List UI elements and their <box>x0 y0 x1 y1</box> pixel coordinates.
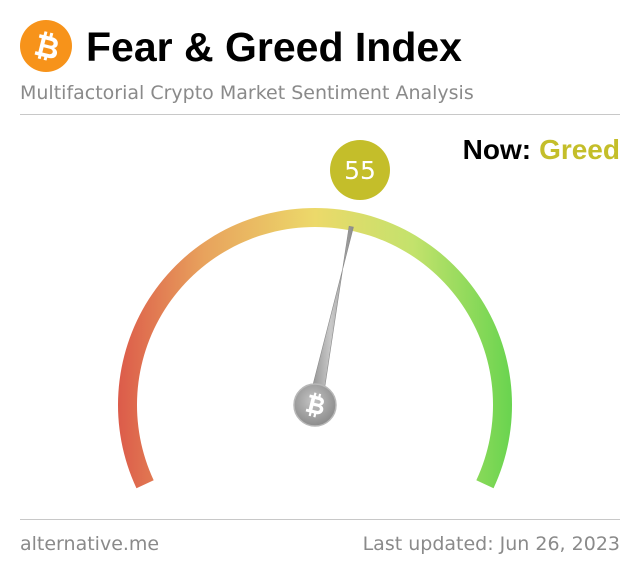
gauge-hub <box>293 383 337 427</box>
gauge-needle <box>307 225 354 407</box>
now-label: Now: <box>462 134 532 165</box>
bitcoin-logo-icon <box>20 20 72 72</box>
value-badge: 55 <box>330 140 390 200</box>
fear-greed-gauge: 55 <box>118 140 513 489</box>
page-subtitle: Multifactorial Crypto Market Sentiment A… <box>20 82 474 104</box>
source-link[interactable]: alternative.me <box>20 533 160 555</box>
header: Fear & Greed Index Multifactorial Crypto… <box>20 18 620 118</box>
gauge-value: 55 <box>344 156 376 185</box>
current-sentiment: Now: Greed <box>463 132 620 168</box>
footer-divider <box>20 519 620 520</box>
sentiment-classification: Greed <box>539 134 620 165</box>
header-divider <box>20 114 620 115</box>
gauge-arc <box>118 207 513 489</box>
page-title: Fear & Greed Index <box>86 24 462 70</box>
bitcoin-icon <box>305 392 324 418</box>
last-updated: Last updated: Jun 26, 2023 <box>362 533 620 555</box>
